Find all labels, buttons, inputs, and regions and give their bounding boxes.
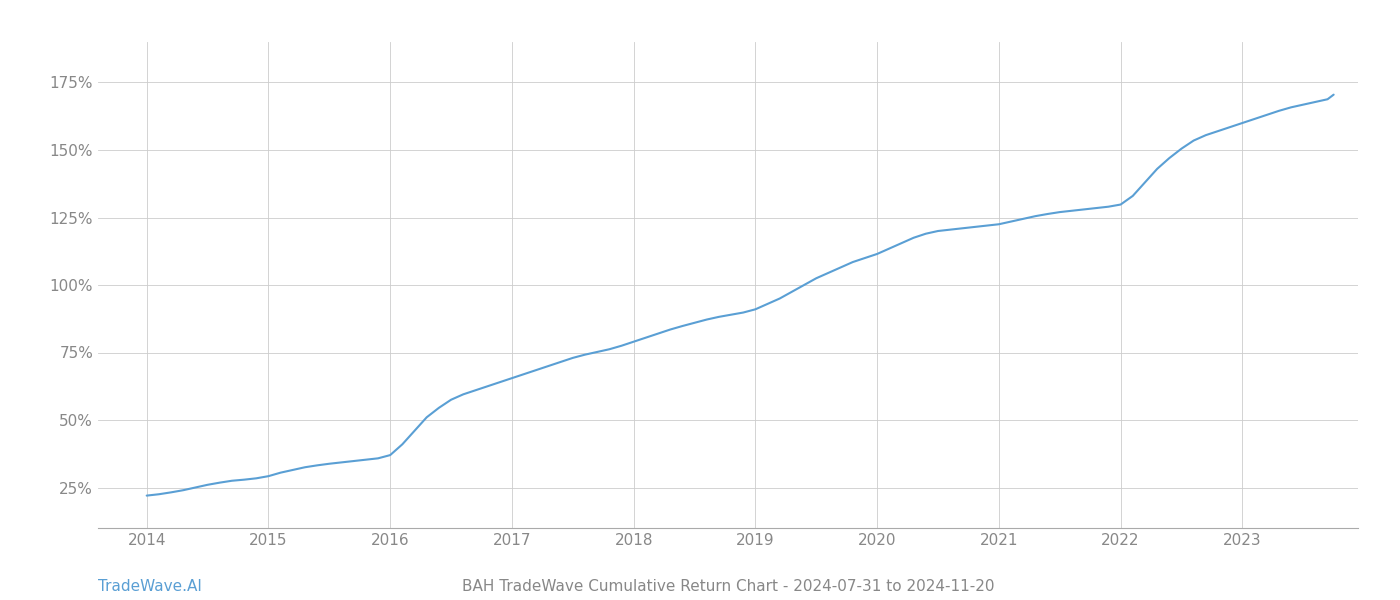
Text: TradeWave.AI: TradeWave.AI xyxy=(98,579,202,594)
Text: BAH TradeWave Cumulative Return Chart - 2024-07-31 to 2024-11-20: BAH TradeWave Cumulative Return Chart - … xyxy=(462,579,994,594)
